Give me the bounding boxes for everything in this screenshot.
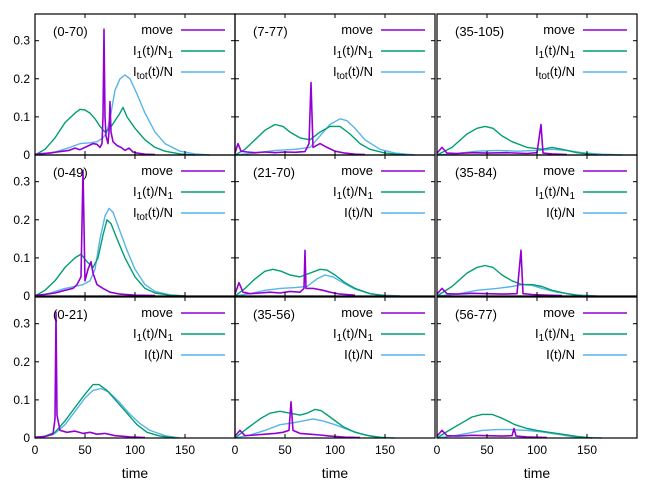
legend-label: Itot(t)/N (133, 205, 173, 223)
x-tick-label: 150 (375, 443, 395, 457)
x-axis-title: time (122, 465, 149, 481)
x-tick-label: 150 (577, 443, 597, 457)
panel-title: (0-21) (53, 307, 88, 322)
panel-title: (7-77) (253, 24, 288, 39)
panel-4: 0 0.1 0.2 0.3 (0-49) move I1(t)/N1 Itot(t)/N (13, 154, 236, 303)
panel-9: 0 50 100 150 (56-77) move I1(t)/N1 I(t)/N (434, 296, 638, 457)
x-tick-label: 50 (480, 443, 494, 457)
panel-7: 0 0.1 0.2 0.3 0 50 100 150 (0-21) move I1(t)/N1 I(t… (13, 296, 236, 457)
legend-label: I(t)/N (546, 205, 575, 220)
y-tick-label: 0.3 (13, 34, 30, 48)
series-line-green (34, 219, 186, 297)
panel-title: (0-49) (53, 165, 88, 180)
legend-label: I(t)/N (344, 347, 373, 362)
legend-label: Itot(t)/N (133, 64, 173, 82)
series-line-green (34, 383, 176, 439)
panel-5: (21-70) move I1(t)/N1 I(t)/N (234, 154, 436, 297)
x-tick-label: 100 (527, 443, 547, 457)
legend-label: Itot(t)/N (535, 64, 575, 82)
series-line-move (34, 169, 156, 297)
legend-label: I1(t)/N1 (333, 326, 373, 344)
series-line-move (234, 249, 356, 296)
series-line-move (436, 123, 568, 156)
legend-label: move (141, 305, 173, 320)
y-tick-label: 0.1 (13, 393, 30, 407)
x-axis-title: time (322, 465, 349, 481)
y-tick-label: 0.2 (13, 72, 30, 86)
y-tick-label: 0 (23, 289, 30, 303)
panel-title: (0-70) (53, 24, 88, 39)
panel-1: 0 0.1 0.2 0.3 (0-70) move I1(t)/N1 Itot(t)/N (13, 13, 236, 162)
y-tick-label: 0 (23, 148, 30, 162)
y-tick-label: 0.1 (13, 110, 30, 124)
panel-8: 0 50 100 150 (35-56) move I1(t)/N1 I(t)/N (232, 296, 436, 457)
legend-label: I1(t)/N1 (333, 43, 373, 61)
x-axis-title: time (524, 465, 551, 481)
x-tick-label: 150 (175, 443, 195, 457)
legend-label: I1(t)/N1 (133, 184, 173, 202)
x-tick-label: 100 (325, 443, 345, 457)
series-line-move (436, 249, 563, 297)
legend-label: move (543, 305, 575, 320)
panel-title: (35-105) (455, 24, 504, 39)
series-line-move (234, 81, 366, 156)
series-line-move (234, 400, 361, 439)
series-line-green (234, 408, 386, 439)
panel-title: (21-70) (253, 165, 295, 180)
legend-label: move (341, 305, 373, 320)
y-tick-label: 0.2 (13, 355, 30, 369)
panel-6: (35-84) move I1(t)/N1 I(t)/N (436, 154, 638, 297)
y-tick-label: 0.3 (13, 317, 30, 331)
x-tick-label: 0 (232, 443, 239, 457)
series-line-blue (234, 118, 416, 156)
x-tick-label: 0 (434, 443, 441, 457)
y-tick-label: 0.2 (13, 213, 30, 227)
y-tick-label: 0.3 (13, 175, 30, 189)
legend-label: move (141, 163, 173, 178)
series-line-move (34, 28, 156, 156)
x-tick-label: 0 (32, 443, 39, 457)
legend-label: I1(t)/N1 (535, 326, 575, 344)
legend-label: I1(t)/N1 (333, 184, 373, 202)
legend-label: move (341, 163, 373, 178)
series-line-green (34, 106, 196, 156)
x-tick-label: 100 (125, 443, 145, 457)
x-tick-label: 50 (78, 443, 92, 457)
series-line-green (436, 125, 598, 156)
panel-title: (35-84) (455, 165, 497, 180)
legend-label: I1(t)/N1 (133, 326, 173, 344)
legend-label: move (543, 163, 575, 178)
series-line-blue (34, 387, 181, 439)
series-line-green (436, 264, 583, 297)
legend-label: I(t)/N (144, 347, 173, 362)
series-line-blue (34, 207, 186, 297)
legend-label: I1(t)/N1 (133, 43, 173, 61)
panel-3: (35-105) move I1(t)/N1 Itot(t)/N (436, 13, 638, 156)
series-line-move (436, 427, 548, 439)
panel-title: (56-77) (455, 307, 497, 322)
series-line-move (34, 311, 146, 439)
legend-label: I(t)/N (344, 205, 373, 220)
panel-title: (35-56) (253, 307, 295, 322)
legend-label: move (341, 22, 373, 37)
y-tick-label: 0.1 (13, 251, 30, 265)
panel-2: (7-77) move I1(t)/N1 Itot(t)/N (234, 13, 436, 156)
legend-label: Itot(t)/N (333, 64, 373, 82)
y-tick-label: 0 (23, 431, 30, 445)
legend-label: move (141, 22, 173, 37)
series-line-green (436, 413, 593, 439)
legend-label: I1(t)/N1 (535, 184, 575, 202)
legend-label: I1(t)/N1 (535, 43, 575, 61)
legend-label: I(t)/N (546, 347, 575, 362)
legend-label: move (543, 22, 575, 37)
x-tick-label: 50 (278, 443, 292, 457)
series-line-green (234, 123, 406, 156)
series-line-blue (34, 74, 211, 156)
